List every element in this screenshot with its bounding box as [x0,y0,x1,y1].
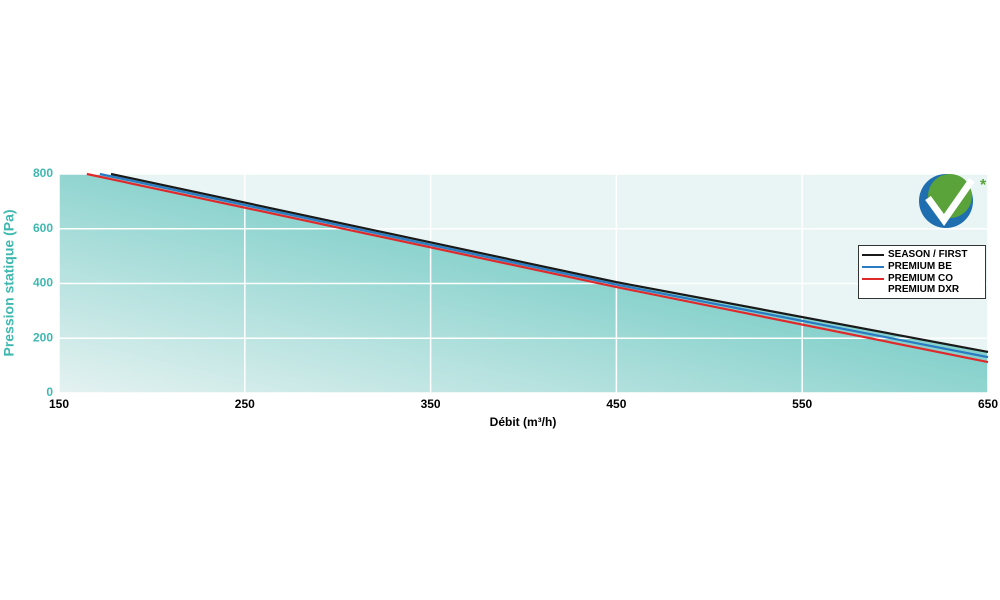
x-tick-label: 150 [49,397,69,411]
x-tick-label: 450 [606,397,626,411]
series-line [86,172,989,364]
y-tick-label: 0 [46,385,53,399]
series-line [110,172,989,354]
legend-item: PREMIUM CO PREMIUM DXR [862,273,982,295]
legend: SEASON / FIRST PREMIUM BE PREMIUM CO PREMI… [858,245,986,299]
legend-label: PREMIUM CO PREMIUM DXR [888,273,960,295]
legend-item: SEASON / FIRST [862,249,982,260]
x-tick-label: 250 [235,397,255,411]
y-tick-label: 400 [33,276,53,290]
y-axis-label: Pression statique (Pa) [1,209,17,356]
logo-mark: * [980,177,987,194]
legend-swatch [862,266,884,268]
x-tick-label: 350 [421,397,441,411]
x-tick-label: 650 [978,397,998,411]
legend-swatch [862,278,884,280]
y-tick-label: 800 [33,166,53,180]
legend-item: PREMIUM BE [862,261,982,272]
y-tick-label: 600 [33,221,53,235]
plot [58,172,989,394]
series-line [99,172,989,359]
legend-label: PREMIUM BE [888,261,952,272]
legend-swatch [862,254,884,256]
legend-label: SEASON / FIRST [888,249,968,260]
logo: * [919,174,987,228]
y-tick-label: 200 [33,330,53,344]
x-axis-label: Débit (m³/h) [490,415,557,429]
x-tick-label: 550 [792,397,812,411]
